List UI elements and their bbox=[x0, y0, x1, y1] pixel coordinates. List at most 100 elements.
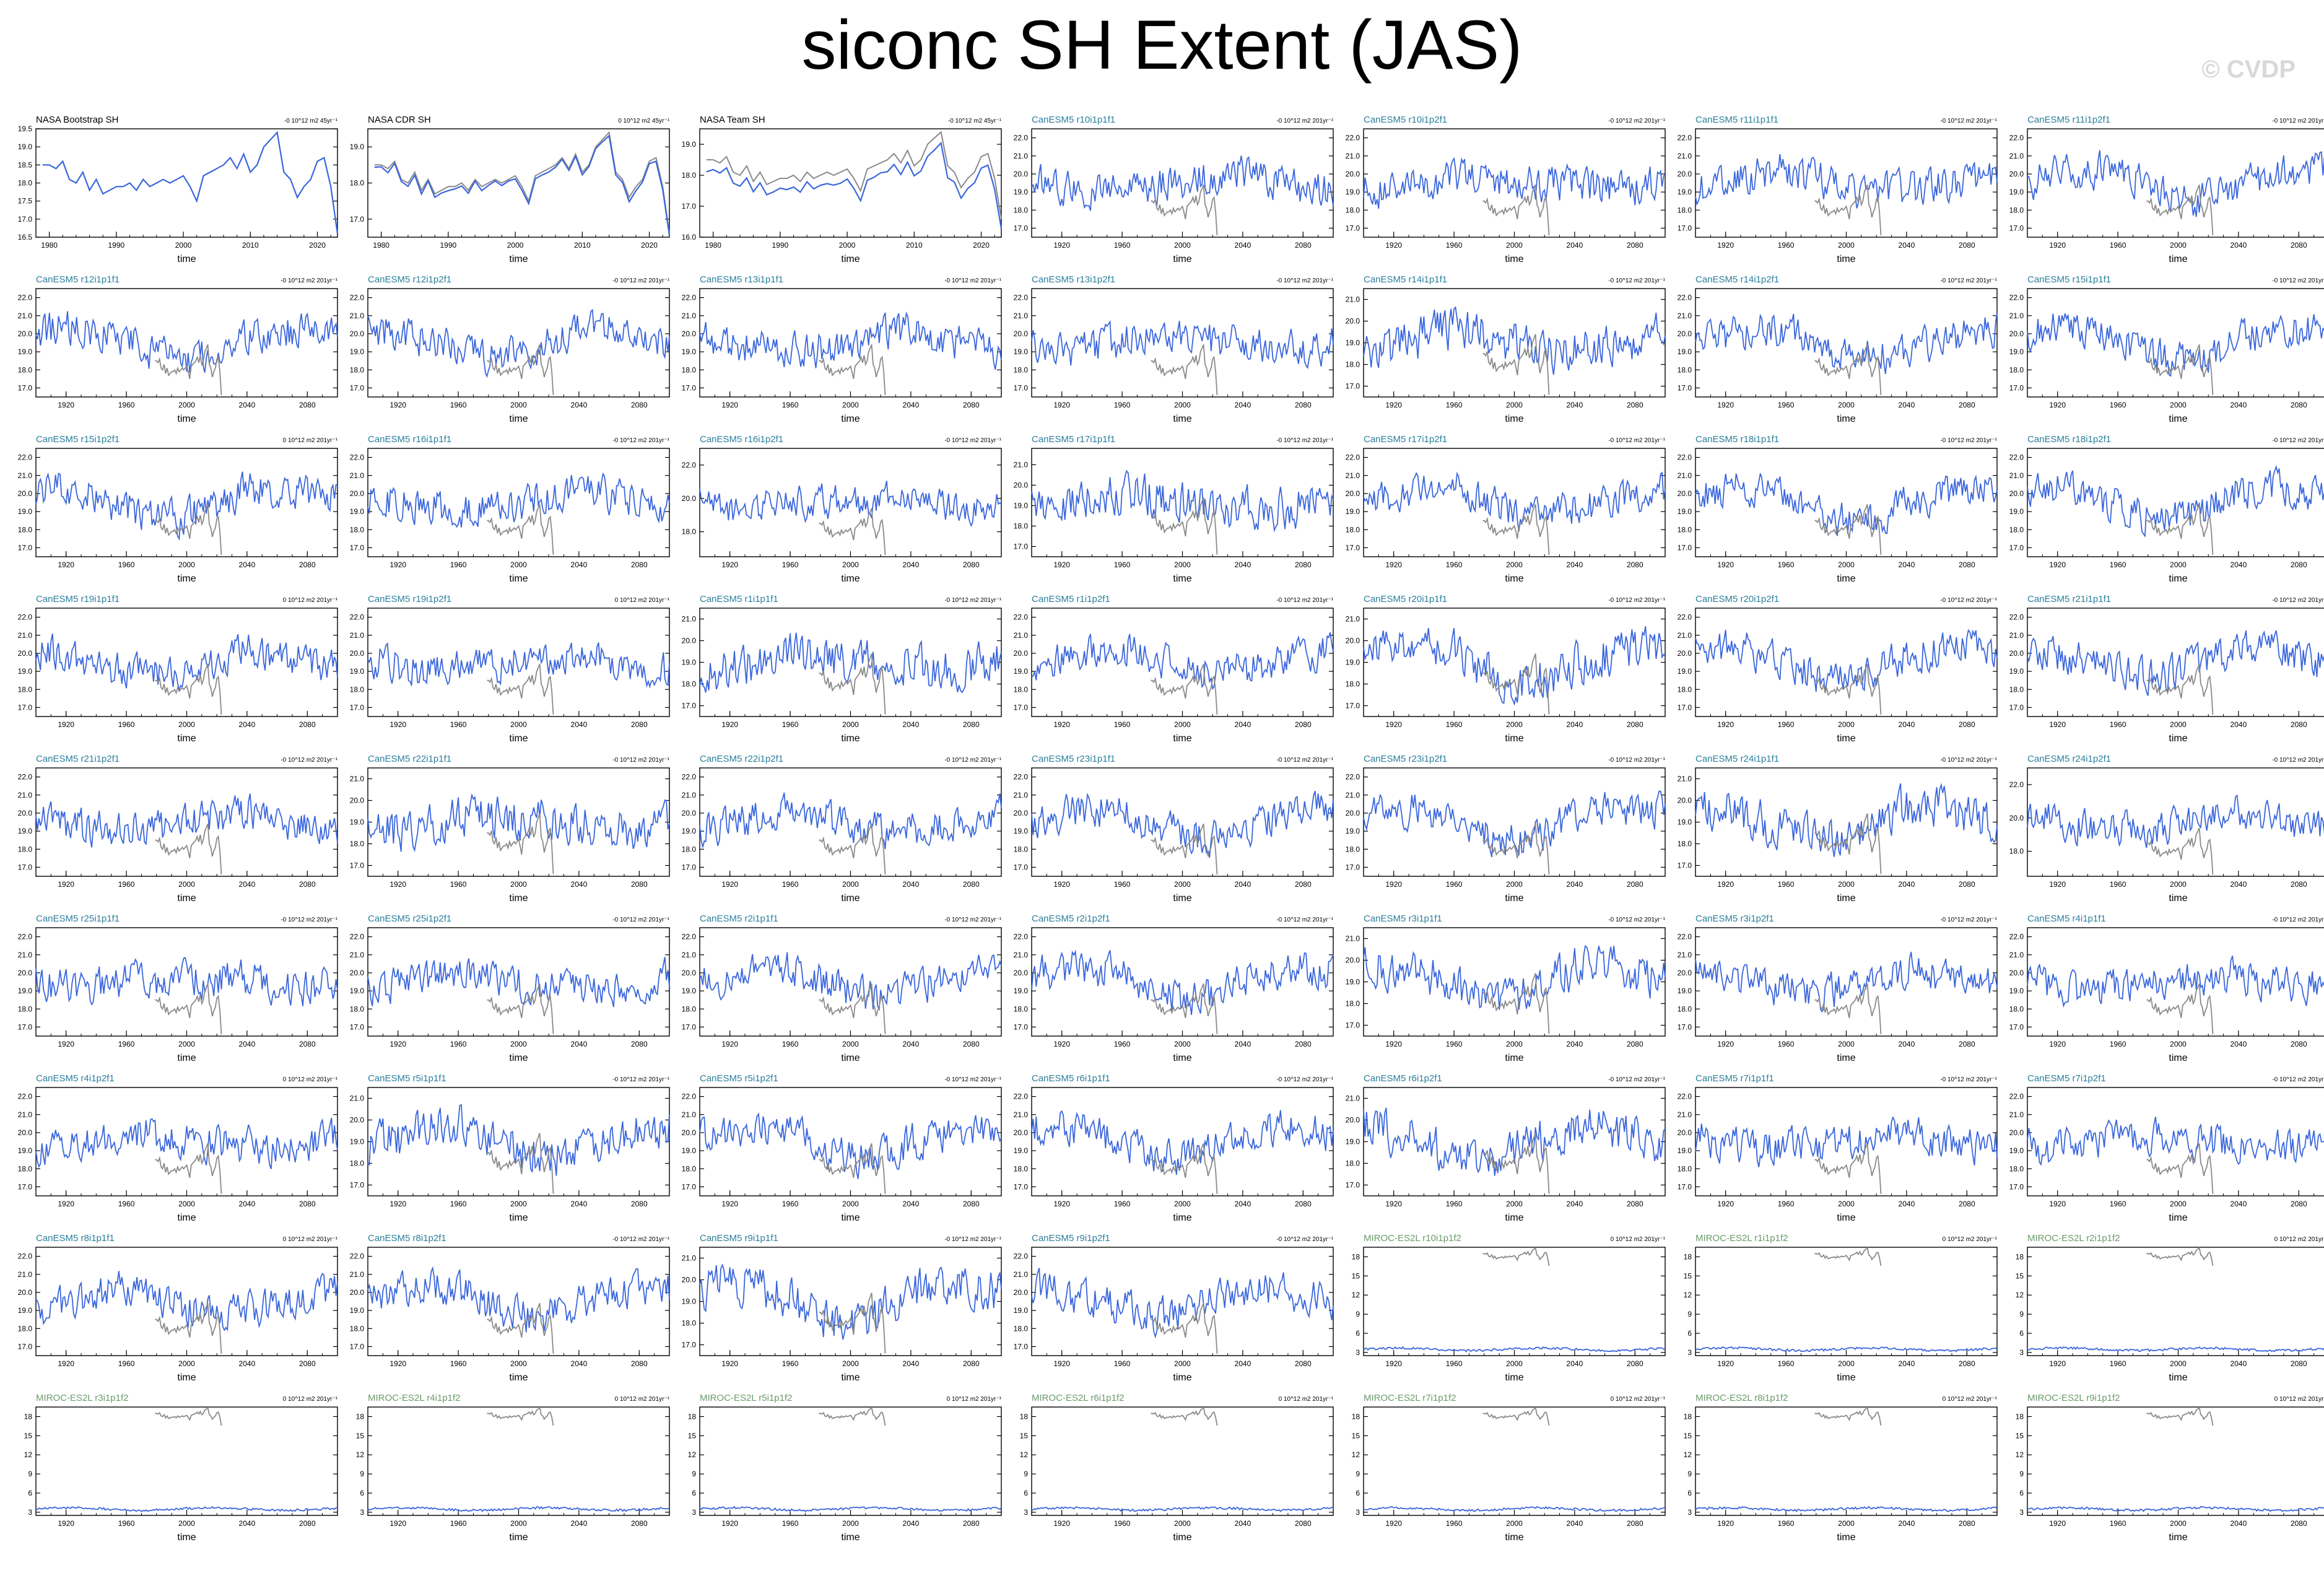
model-series-line bbox=[35, 634, 338, 692]
panel: CanESM5 r6i1p1f1 -0 10^12 m2 201yr⁻¹ 17.0 1… bbox=[1014, 1073, 1334, 1223]
x-tick-label: 1920 bbox=[58, 880, 74, 889]
y-tick-label: 18.0 bbox=[2009, 525, 2024, 534]
y-tick-label: 17.0 bbox=[350, 1342, 365, 1351]
y-tick-label: 18.0 bbox=[682, 1319, 697, 1328]
obs-overlay-line bbox=[2146, 185, 2214, 236]
x-tick-label: 2040 bbox=[571, 1519, 588, 1528]
x-tick-label: 2000 bbox=[1838, 1359, 1855, 1368]
y-tick-label: 17.0 bbox=[1014, 703, 1029, 712]
obs-overlay-line bbox=[1814, 344, 1882, 396]
x-tick-label: 2040 bbox=[571, 1040, 588, 1048]
model-series-line bbox=[2027, 1346, 2324, 1353]
x-tick-label: 2000 bbox=[507, 241, 524, 250]
panel-title: CanESM5 r19i1p2f1 bbox=[368, 594, 451, 604]
y-tick-label: 20.0 bbox=[682, 637, 697, 645]
x-tick-label: 1920 bbox=[2049, 1200, 2066, 1208]
panel: CanESM5 r16i1p2f1 -0 10^12 m2 201yr⁻¹ 18.0… bbox=[682, 434, 1002, 584]
x-tick-label: 1920 bbox=[721, 1200, 738, 1208]
x-tick-label: 2000 bbox=[842, 1519, 859, 1528]
x-tick-label: 2040 bbox=[1899, 401, 1915, 409]
model-series-line bbox=[699, 311, 1002, 370]
panel-frame bbox=[2027, 927, 2324, 1037]
x-tick-label: 2000 bbox=[2170, 1519, 2187, 1528]
panel-frame bbox=[35, 1406, 338, 1516]
panel: CanESM5 r2i1p1f1 -0 10^12 m2 201yr⁻¹ 17.0 1… bbox=[682, 913, 1002, 1063]
x-tick-label: 2080 bbox=[2291, 1040, 2307, 1048]
y-tick-label: 20.0 bbox=[1014, 481, 1029, 489]
y-tick-label: 6 bbox=[1687, 1489, 1692, 1497]
panel-title: CanESM5 r12i1p2f1 bbox=[368, 274, 451, 285]
model-series-line bbox=[35, 957, 338, 1006]
y-tick-label: 21.0 bbox=[18, 951, 33, 959]
x-tick-label: 2000 bbox=[2170, 241, 2187, 250]
y-tick-label: 19.0 bbox=[682, 1146, 697, 1155]
y-tick-label: 17.0 bbox=[2009, 224, 2024, 232]
panel-frame bbox=[699, 927, 1002, 1037]
obs-overlay-line bbox=[1482, 824, 1550, 875]
panel: CanESM5 r4i1p2f1 0 10^12 m2 201yr⁻¹ 17.0 18… bbox=[18, 1073, 338, 1223]
x-tick-label: 1980 bbox=[373, 241, 390, 250]
x-tick-label: 2080 bbox=[631, 560, 648, 569]
y-tick-label: 17.0 bbox=[1346, 1021, 1360, 1030]
panel: CanESM5 r19i1p2f1 0 10^12 m2 201yr⁻¹ 17.0 1… bbox=[350, 594, 670, 744]
obs-overlay-line bbox=[1814, 813, 1882, 874]
x-tick-label: 2040 bbox=[239, 560, 256, 569]
x-tick-label: 2040 bbox=[571, 720, 588, 729]
model-series-line bbox=[2027, 630, 2324, 696]
x-tick-label: 1960 bbox=[118, 1359, 135, 1368]
x-tick-label: 2000 bbox=[842, 880, 859, 889]
x-tick-label: 2000 bbox=[1174, 560, 1191, 569]
y-tick-label: 18 bbox=[1684, 1412, 1692, 1421]
x-tick-label: 2080 bbox=[1959, 720, 1975, 729]
x-tick-label: 2000 bbox=[1174, 1359, 1191, 1368]
x-tick-label: 2080 bbox=[631, 1200, 648, 1208]
y-tick-label: 20.0 bbox=[682, 969, 697, 977]
y-tick-label: 22.0 bbox=[682, 294, 697, 302]
x-tick-label: 1990 bbox=[772, 241, 789, 250]
panel-title: CanESM5 r22i1p2f1 bbox=[700, 754, 783, 764]
obs-reference-line bbox=[374, 131, 670, 234]
y-tick-label: 22.0 bbox=[2009, 1092, 2024, 1101]
x-axis-label: time bbox=[509, 1213, 528, 1223]
panel: MIROC-ES2L r7i1p1f2 0 10^12 m2 201yr⁻¹ 3 6 9… bbox=[1352, 1393, 1666, 1543]
x-tick-label: 2000 bbox=[2170, 880, 2187, 889]
y-tick-label: 21.0 bbox=[1678, 152, 1692, 160]
y-tick-label: 6 bbox=[692, 1489, 696, 1497]
y-tick-label: 17.0 bbox=[1678, 543, 1692, 552]
obs-overlay-line bbox=[819, 1406, 886, 1426]
y-tick-label: 20.0 bbox=[1678, 796, 1692, 805]
x-axis-label: time bbox=[1837, 414, 1855, 424]
x-tick-label: 2000 bbox=[1838, 1519, 1855, 1528]
y-tick-label: 19.0 bbox=[1014, 667, 1029, 676]
x-tick-label: 2040 bbox=[1567, 241, 1583, 250]
y-tick-label: 18.0 bbox=[2009, 1164, 2024, 1173]
model-series-line bbox=[2027, 794, 2324, 848]
x-axis-label: time bbox=[841, 1372, 860, 1383]
panel-frame bbox=[1363, 1406, 1666, 1516]
x-tick-label: 2040 bbox=[2230, 1040, 2247, 1048]
y-tick-label: 19.0 bbox=[18, 1306, 33, 1315]
y-tick-label: 18.0 bbox=[1346, 525, 1360, 534]
panel-title: CanESM5 r8i1p2f1 bbox=[368, 1233, 446, 1244]
y-tick-label: 22.0 bbox=[1678, 933, 1692, 941]
x-tick-label: 2040 bbox=[1567, 401, 1583, 409]
y-tick-label: 6 bbox=[1356, 1329, 1360, 1338]
x-tick-label: 2000 bbox=[1174, 1519, 1191, 1528]
x-tick-label: 1960 bbox=[1778, 560, 1795, 569]
y-tick-label: 20.0 bbox=[2009, 329, 2024, 338]
x-tick-label: 2080 bbox=[1295, 401, 1312, 409]
panel-frame bbox=[1031, 1406, 1334, 1516]
y-tick-label: 9 bbox=[1356, 1470, 1360, 1478]
x-tick-label: 2080 bbox=[631, 720, 648, 729]
y-tick-label: 17.0 bbox=[18, 1182, 33, 1191]
panel: CanESM5 r6i1p2f1 -0 10^12 m2 201yr⁻¹ 17.0 1… bbox=[1346, 1073, 1666, 1223]
x-tick-label: 2080 bbox=[2291, 1359, 2307, 1368]
y-tick-label: 22.0 bbox=[2009, 453, 2024, 462]
y-tick-label: 15 bbox=[1684, 1271, 1692, 1280]
panel-trend-label: 0 10^12 m2 45yr⁻¹ bbox=[618, 118, 669, 124]
x-tick-label: 2040 bbox=[903, 720, 920, 729]
y-tick-label: 18.0 bbox=[682, 1004, 697, 1013]
obs-overlay-line bbox=[155, 1406, 222, 1426]
y-tick-label: 15 bbox=[24, 1431, 33, 1440]
y-tick-label: 19.0 bbox=[1014, 188, 1029, 196]
